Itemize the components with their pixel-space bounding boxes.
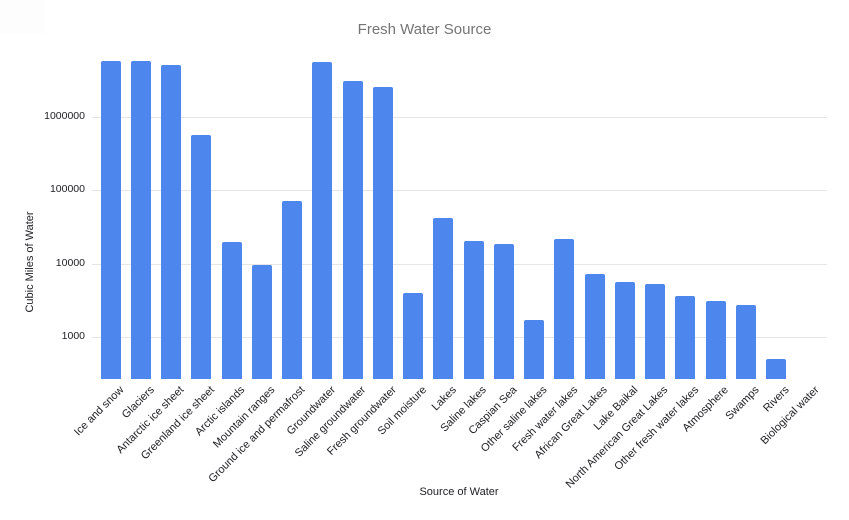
bar-lakes[interactable] — [433, 217, 454, 379]
bar-swamps[interactable] — [735, 304, 756, 379]
bar-north-american-great-lakes[interactable] — [645, 284, 666, 379]
bar-glaciers[interactable] — [130, 61, 151, 379]
corner-artifact — [0, 0, 46, 33]
y-tick-label: 100000 — [49, 183, 85, 195]
bar-lake-baikal[interactable] — [614, 281, 635, 379]
y-tick-label: 1000000 — [44, 110, 85, 122]
bar-greenland-ice-sheet[interactable] — [191, 135, 212, 379]
bar-caspian-sea[interactable] — [493, 243, 514, 379]
chart-title: Fresh Water Source — [357, 21, 492, 38]
bar-mountain-ranges[interactable] — [251, 264, 272, 379]
gridline-1000000 — [92, 117, 827, 118]
x-tick-label-ice-and-snow: Ice and snow — [71, 384, 127, 439]
bar-ground-ice-and-permafrost[interactable] — [282, 200, 303, 379]
bar-african-great-lakes[interactable] — [584, 274, 605, 379]
bar-rivers[interactable] — [766, 358, 787, 379]
bar-groundwater[interactable] — [312, 62, 333, 379]
bar-fresh-groundwater[interactable] — [372, 87, 393, 379]
bar-saline-lakes[interactable] — [463, 240, 484, 379]
y-tick-label: 10000 — [55, 257, 85, 269]
gridline-100000 — [92, 190, 827, 191]
bar-other-fresh-water-lakes[interactable] — [675, 295, 696, 379]
bar-arctic-islands[interactable] — [221, 241, 242, 379]
bar-fresh-water-lakes[interactable] — [554, 238, 575, 379]
bar-saline-groundwater[interactable] — [342, 81, 363, 379]
bar-ice-and-snow[interactable] — [100, 60, 121, 379]
y-tick-label: 1000 — [61, 330, 85, 342]
bar-other-saline-lakes[interactable] — [524, 320, 545, 379]
bar-antarctic-ice-sheet[interactable] — [161, 64, 182, 379]
x-axis-title: Source of Water — [419, 486, 499, 498]
bar-soil-moisture[interactable] — [403, 293, 424, 379]
bar-atmosphere[interactable] — [705, 301, 726, 379]
gridline-1000 — [92, 337, 827, 338]
gridline-10000 — [92, 264, 827, 265]
